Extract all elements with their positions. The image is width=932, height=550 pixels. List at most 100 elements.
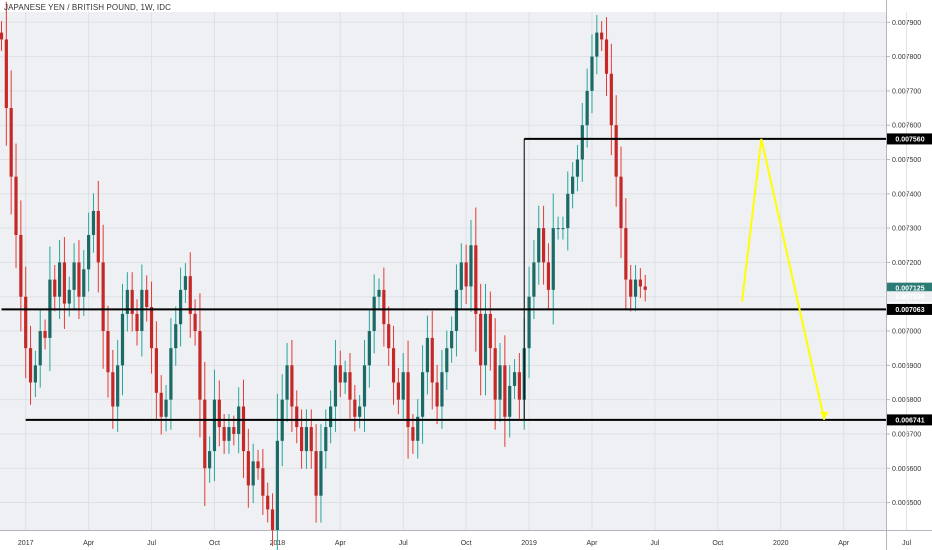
x-tick-label: Apr [587, 540, 599, 547]
candle [595, 32, 599, 57]
candle [164, 399, 168, 417]
candle [4, 39, 8, 109]
candle [232, 427, 236, 434]
candle [391, 348, 396, 383]
candle [193, 313, 197, 332]
price-tag-label: 0.007063 [895, 307, 924, 314]
candle [82, 269, 86, 297]
candle [585, 90, 589, 126]
candle [169, 348, 173, 400]
candle [290, 365, 294, 407]
candle [541, 228, 546, 263]
candle [343, 372, 347, 383]
candle [329, 406, 333, 428]
candle [101, 262, 105, 332]
candle [493, 348, 497, 400]
candle [348, 372, 352, 400]
x-tick-label: 2017 [18, 540, 34, 547]
x-tick-label: Jul [147, 540, 156, 547]
candle [135, 313, 139, 332]
x-tick-label: Jul [650, 540, 659, 547]
candle [174, 324, 178, 349]
candle [261, 468, 265, 496]
price-tag-label: 0.006741 [895, 417, 924, 424]
candle [469, 245, 473, 287]
candle [527, 296, 531, 349]
candle [571, 176, 575, 194]
candle [57, 262, 62, 297]
candle [77, 262, 81, 297]
candle [382, 289, 386, 325]
candle [270, 509, 275, 530]
candle [19, 234, 23, 297]
candle [551, 228, 555, 290]
price-tag [887, 133, 932, 145]
candle [9, 108, 13, 177]
candle [614, 125, 618, 177]
candle [362, 365, 367, 407]
candle [517, 372, 521, 400]
candle [503, 365, 507, 417]
candle [387, 324, 391, 349]
candle [256, 461, 260, 469]
candle [488, 313, 492, 349]
x-tick-label: Oct [209, 540, 220, 547]
candle [575, 159, 580, 177]
candle [198, 331, 202, 400]
candle [532, 262, 536, 297]
candle [217, 399, 221, 428]
projection-path [741, 138, 826, 421]
candle [116, 365, 120, 407]
candle [130, 289, 134, 314]
price-tag [887, 303, 932, 315]
x-tick-label: Jul [399, 540, 408, 547]
candle [401, 372, 405, 400]
candle [178, 289, 183, 325]
projection-arrowhead [820, 411, 829, 420]
candle [299, 427, 304, 452]
candle [149, 307, 154, 349]
candle [145, 289, 149, 308]
candle [203, 399, 207, 469]
x-tick-label: 2019 [521, 540, 537, 547]
candle [120, 313, 125, 366]
candle [91, 210, 96, 235]
candle [241, 406, 246, 452]
candle [183, 276, 188, 290]
candle [619, 176, 623, 229]
candle [324, 427, 328, 452]
candle [154, 348, 158, 393]
price-tag [887, 282, 932, 294]
candle [416, 416, 420, 441]
price-tag-label: 0.007100 [895, 294, 924, 301]
candle [435, 382, 439, 407]
candle [140, 289, 144, 332]
candle [314, 451, 318, 496]
candle [372, 296, 376, 332]
candle [561, 228, 565, 230]
candle [111, 372, 115, 407]
candle [251, 461, 255, 486]
x-tick-label: Apr [83, 540, 95, 547]
candle [227, 427, 231, 441]
candle [377, 289, 381, 297]
candle [629, 279, 633, 297]
candle [358, 406, 362, 417]
candle [14, 176, 18, 235]
price-tag-label: 0.007560 [895, 136, 924, 143]
candle [43, 331, 47, 338]
plot-area [0, 12, 886, 530]
candle [643, 286, 647, 290]
candle [633, 279, 638, 297]
candle [445, 348, 449, 373]
candle [556, 228, 560, 230]
candle [338, 365, 342, 383]
candle [440, 372, 444, 407]
candle [24, 296, 28, 349]
price-tag-label: 0.007125 [895, 286, 924, 293]
candle [62, 262, 67, 304]
candle [275, 440, 279, 530]
x-tick-label: Apr [838, 540, 850, 547]
